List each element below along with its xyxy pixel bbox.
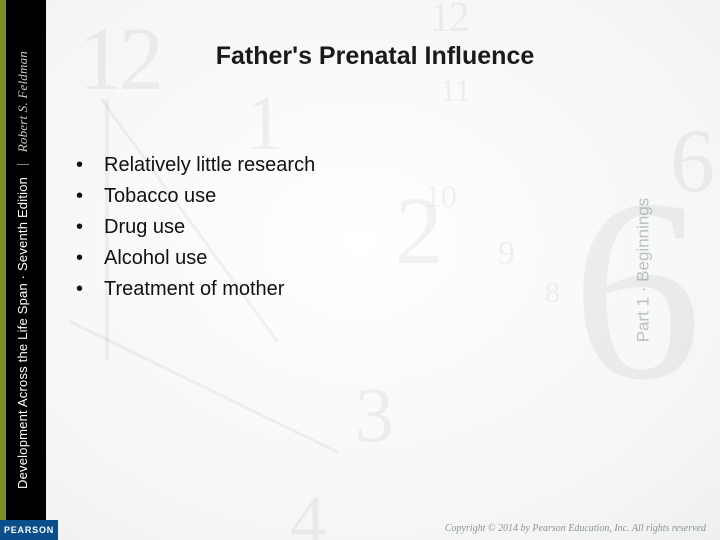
watermark-numeral: 4 bbox=[290, 480, 326, 540]
part-label: Part 1 · Beginnings bbox=[634, 198, 654, 343]
watermark-numeral: 11 bbox=[440, 72, 471, 109]
list-item: Drug use bbox=[74, 212, 315, 243]
spine-accent-bar bbox=[0, 0, 6, 540]
spine-book-title: Development Across the Life Span · Seven… bbox=[15, 177, 30, 489]
bullet-list: Relatively little research Tobacco use D… bbox=[74, 150, 315, 305]
bullet-text: Drug use bbox=[104, 216, 185, 238]
bullet-text: Treatment of mother bbox=[104, 278, 284, 300]
list-item: Alcohol use bbox=[74, 243, 315, 274]
bullet-text: Relatively little research bbox=[104, 154, 315, 176]
book-spine: Development Across the Life Span · Seven… bbox=[0, 0, 46, 540]
watermark-numeral: 6 bbox=[670, 110, 715, 213]
bullet-text: Tobacco use bbox=[104, 185, 216, 207]
spine-divider bbox=[17, 164, 29, 165]
list-item: Treatment of mother bbox=[74, 274, 315, 305]
list-item: Tobacco use bbox=[74, 181, 315, 212]
publisher-badge: PEARSON bbox=[0, 520, 58, 540]
spine-text: Development Across the Life Span · Seven… bbox=[15, 51, 31, 489]
spine-author: Robert S. Feldman bbox=[15, 51, 30, 152]
watermark-numeral: 9 bbox=[498, 235, 515, 273]
copyright-text: Copyright © 2014 by Pearson Education, I… bbox=[445, 523, 706, 534]
watermark-numeral: 8 bbox=[545, 276, 560, 310]
bullet-text: Alcohol use bbox=[104, 247, 207, 269]
list-item: Relatively little research bbox=[74, 150, 315, 181]
slide-title: Father's Prenatal Influence bbox=[60, 42, 690, 71]
watermark-numeral: 10 bbox=[425, 178, 457, 215]
slide: 12 1 2 3 4 6 6 12 11 10 9 8 Development … bbox=[0, 0, 720, 540]
watermark-clock-hand bbox=[69, 320, 340, 454]
watermark-numeral: 2 bbox=[395, 175, 443, 286]
watermark-numeral: 3 bbox=[355, 370, 394, 460]
publisher-name: PEARSON bbox=[4, 525, 54, 535]
watermark-numeral: 12 bbox=[430, 0, 468, 42]
